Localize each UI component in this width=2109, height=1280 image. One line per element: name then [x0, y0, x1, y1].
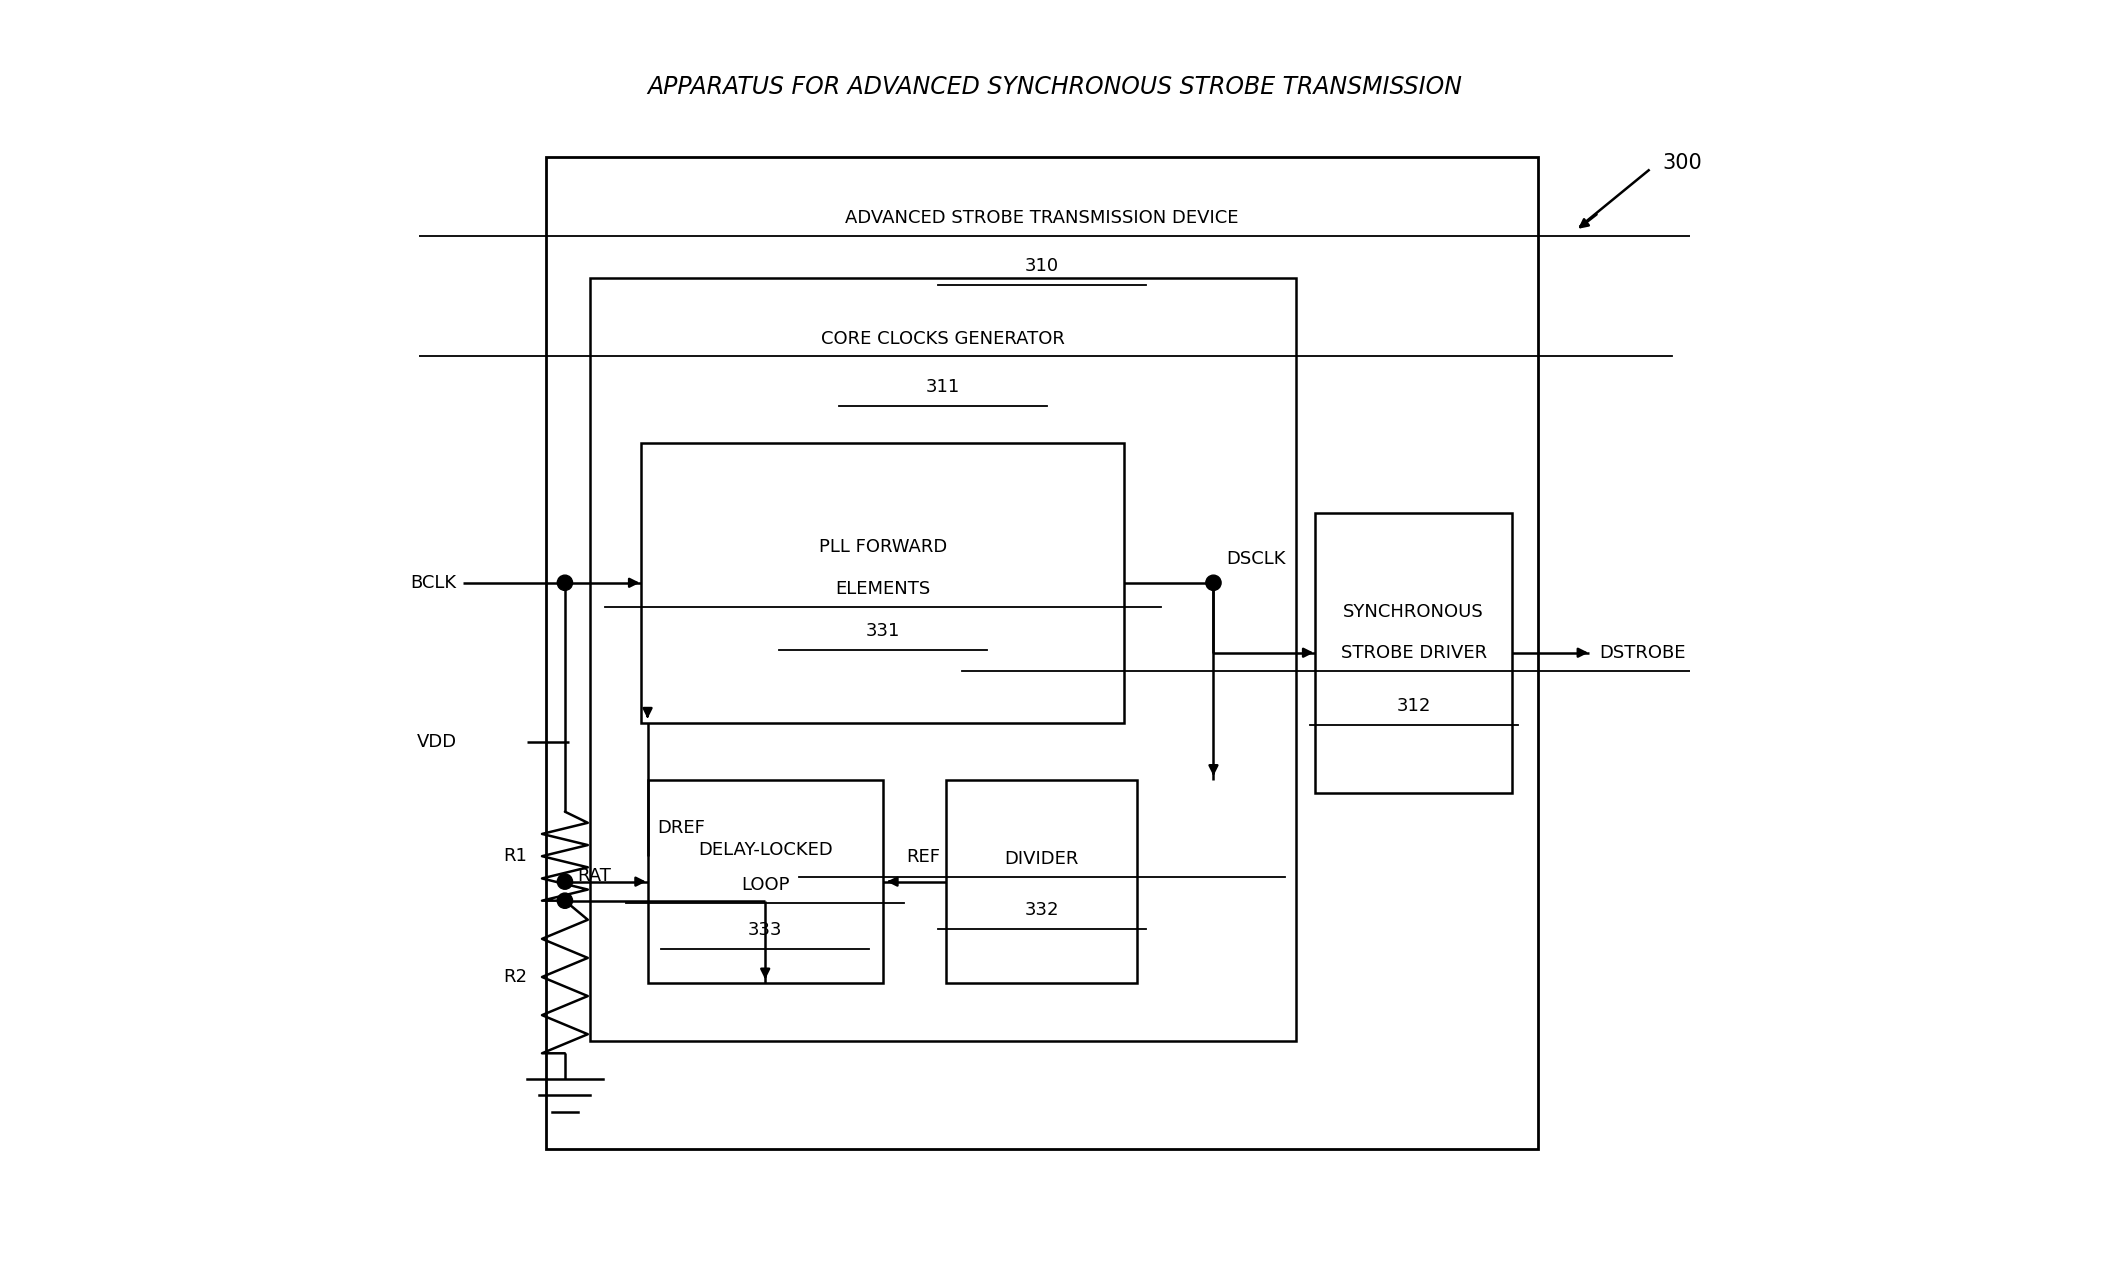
Bar [546, 156, 1537, 1148]
Text: 332: 332 [1025, 901, 1059, 919]
Text: 300: 300 [1662, 154, 1702, 173]
Text: DSCLK: DSCLK [1225, 549, 1286, 567]
Circle shape [557, 874, 572, 890]
Text: R2: R2 [502, 968, 527, 986]
Text: ELEMENTS: ELEMENTS [835, 580, 930, 598]
Text: DIVIDER: DIVIDER [1004, 850, 1080, 868]
Text: R1: R1 [502, 847, 527, 865]
Text: LOOP: LOOP [740, 877, 789, 895]
Circle shape [557, 893, 572, 909]
Text: REF: REF [907, 849, 941, 867]
Circle shape [1206, 575, 1221, 590]
Text: 312: 312 [1396, 698, 1430, 716]
Circle shape [557, 575, 572, 590]
Text: PLL FORWARD: PLL FORWARD [818, 538, 947, 557]
Text: 310: 310 [1025, 257, 1059, 275]
Text: 331: 331 [865, 622, 901, 640]
Bar [947, 780, 1137, 983]
Text: CORE CLOCKS GENERATOR: CORE CLOCKS GENERATOR [820, 330, 1065, 348]
Bar [1316, 513, 1512, 792]
Text: BCLK: BCLK [411, 573, 458, 591]
Text: DELAY-LOCKED: DELAY-LOCKED [698, 841, 833, 859]
Text: DREF: DREF [658, 819, 707, 837]
Text: APPARATUS FOR ADVANCED SYNCHRONOUS STROBE TRANSMISSION: APPARATUS FOR ADVANCED SYNCHRONOUS STROB… [647, 74, 1462, 99]
Text: SYNCHRONOUS: SYNCHRONOUS [1343, 603, 1485, 621]
Text: VDD: VDD [418, 732, 458, 751]
Text: 333: 333 [749, 920, 782, 940]
Bar [647, 780, 884, 983]
Text: STROBE DRIVER: STROBE DRIVER [1341, 644, 1487, 662]
Bar [591, 278, 1297, 1041]
Bar [641, 443, 1124, 723]
Text: RAT: RAT [578, 868, 612, 886]
Text: DSTROBE: DSTROBE [1599, 644, 1685, 662]
Text: ADVANCED STROBE TRANSMISSION DEVICE: ADVANCED STROBE TRANSMISSION DEVICE [846, 209, 1238, 227]
Text: 311: 311 [926, 378, 960, 396]
